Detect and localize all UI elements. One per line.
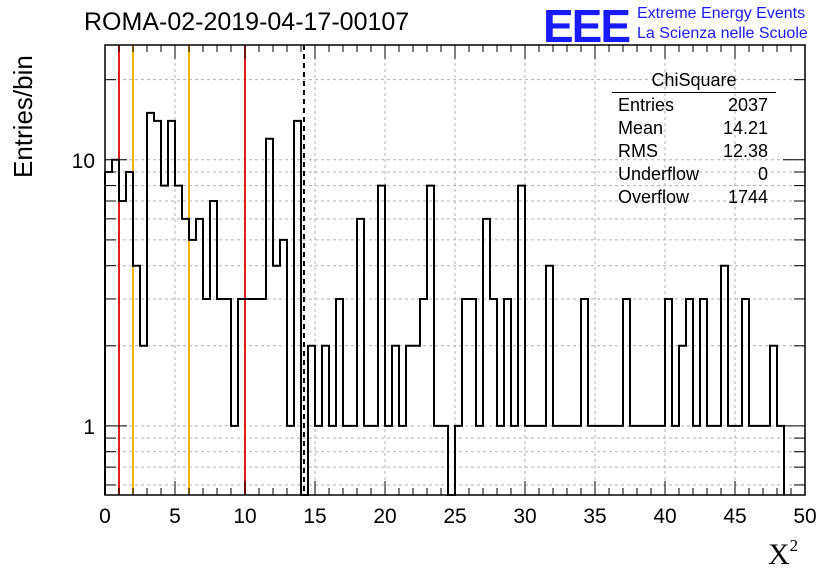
- x-tick-label: 5: [169, 505, 181, 528]
- stats-value: 0: [757, 164, 768, 184]
- x-tick-label: 40: [653, 505, 676, 528]
- stats-box: ChiSquare Entries 2037 Mean 14.21 RMS 12…: [612, 70, 776, 209]
- histogram-line: [104, 111, 785, 496]
- y-tick-label: 10: [72, 150, 95, 173]
- logo-line-1: Extreme Energy Events: [637, 5, 806, 22]
- stats-row: Entries 2037: [612, 94, 776, 117]
- x-tick-label: 20: [373, 505, 396, 528]
- logo-text: Extreme Energy Events La Scienza nelle S…: [637, 4, 808, 44]
- stats-label: Overflow: [618, 187, 690, 207]
- y-axis-label: Entries/bin: [8, 55, 38, 178]
- page-title: ROMA-02-2019-04-17-00107: [84, 8, 410, 36]
- logo-line-2: La Scienza nelle Scuole: [637, 25, 808, 42]
- x-tick-label: 45: [723, 505, 746, 528]
- marker-lines: [118, 45, 305, 495]
- x-tick-label: 35: [583, 505, 606, 528]
- tick-labels: 0 5 10 15 20 25 30 35 40 45 50 1 10: [72, 150, 817, 528]
- x-tick-label: 10: [233, 505, 256, 528]
- stats-title: ChiSquare: [612, 70, 776, 93]
- stats-label: RMS: [618, 141, 658, 161]
- y-tick-label: 1: [83, 416, 95, 439]
- stats-row: RMS 12.38: [612, 140, 776, 163]
- stats-label: Entries: [618, 95, 675, 115]
- x-axis-label-sup: 2: [789, 536, 799, 555]
- axis-ticks: [104, 45, 806, 495]
- stats-row: Mean 14.21: [612, 117, 776, 140]
- x-axis-label: X2: [768, 536, 798, 572]
- stats-value: 12.38: [722, 141, 768, 161]
- x-tick-label: 0: [99, 505, 111, 528]
- x-tick-label: 50: [793, 505, 816, 528]
- stats-value: 14.21: [722, 118, 768, 138]
- x-axis-label-base: X: [768, 538, 790, 571]
- stats-value: 1744: [727, 187, 768, 207]
- stats-value: 2037: [727, 95, 768, 115]
- x-tick-label: 30: [513, 505, 536, 528]
- stats-label: Underflow: [618, 164, 700, 184]
- x-tick-label: 15: [303, 505, 326, 528]
- stats-row: Overflow 1744: [612, 186, 776, 209]
- x-tick-label: 25: [443, 505, 466, 528]
- stats-row: Underflow 0: [612, 163, 776, 186]
- eee-logo: EEE: [543, 0, 631, 52]
- stats-label: Mean: [618, 118, 664, 138]
